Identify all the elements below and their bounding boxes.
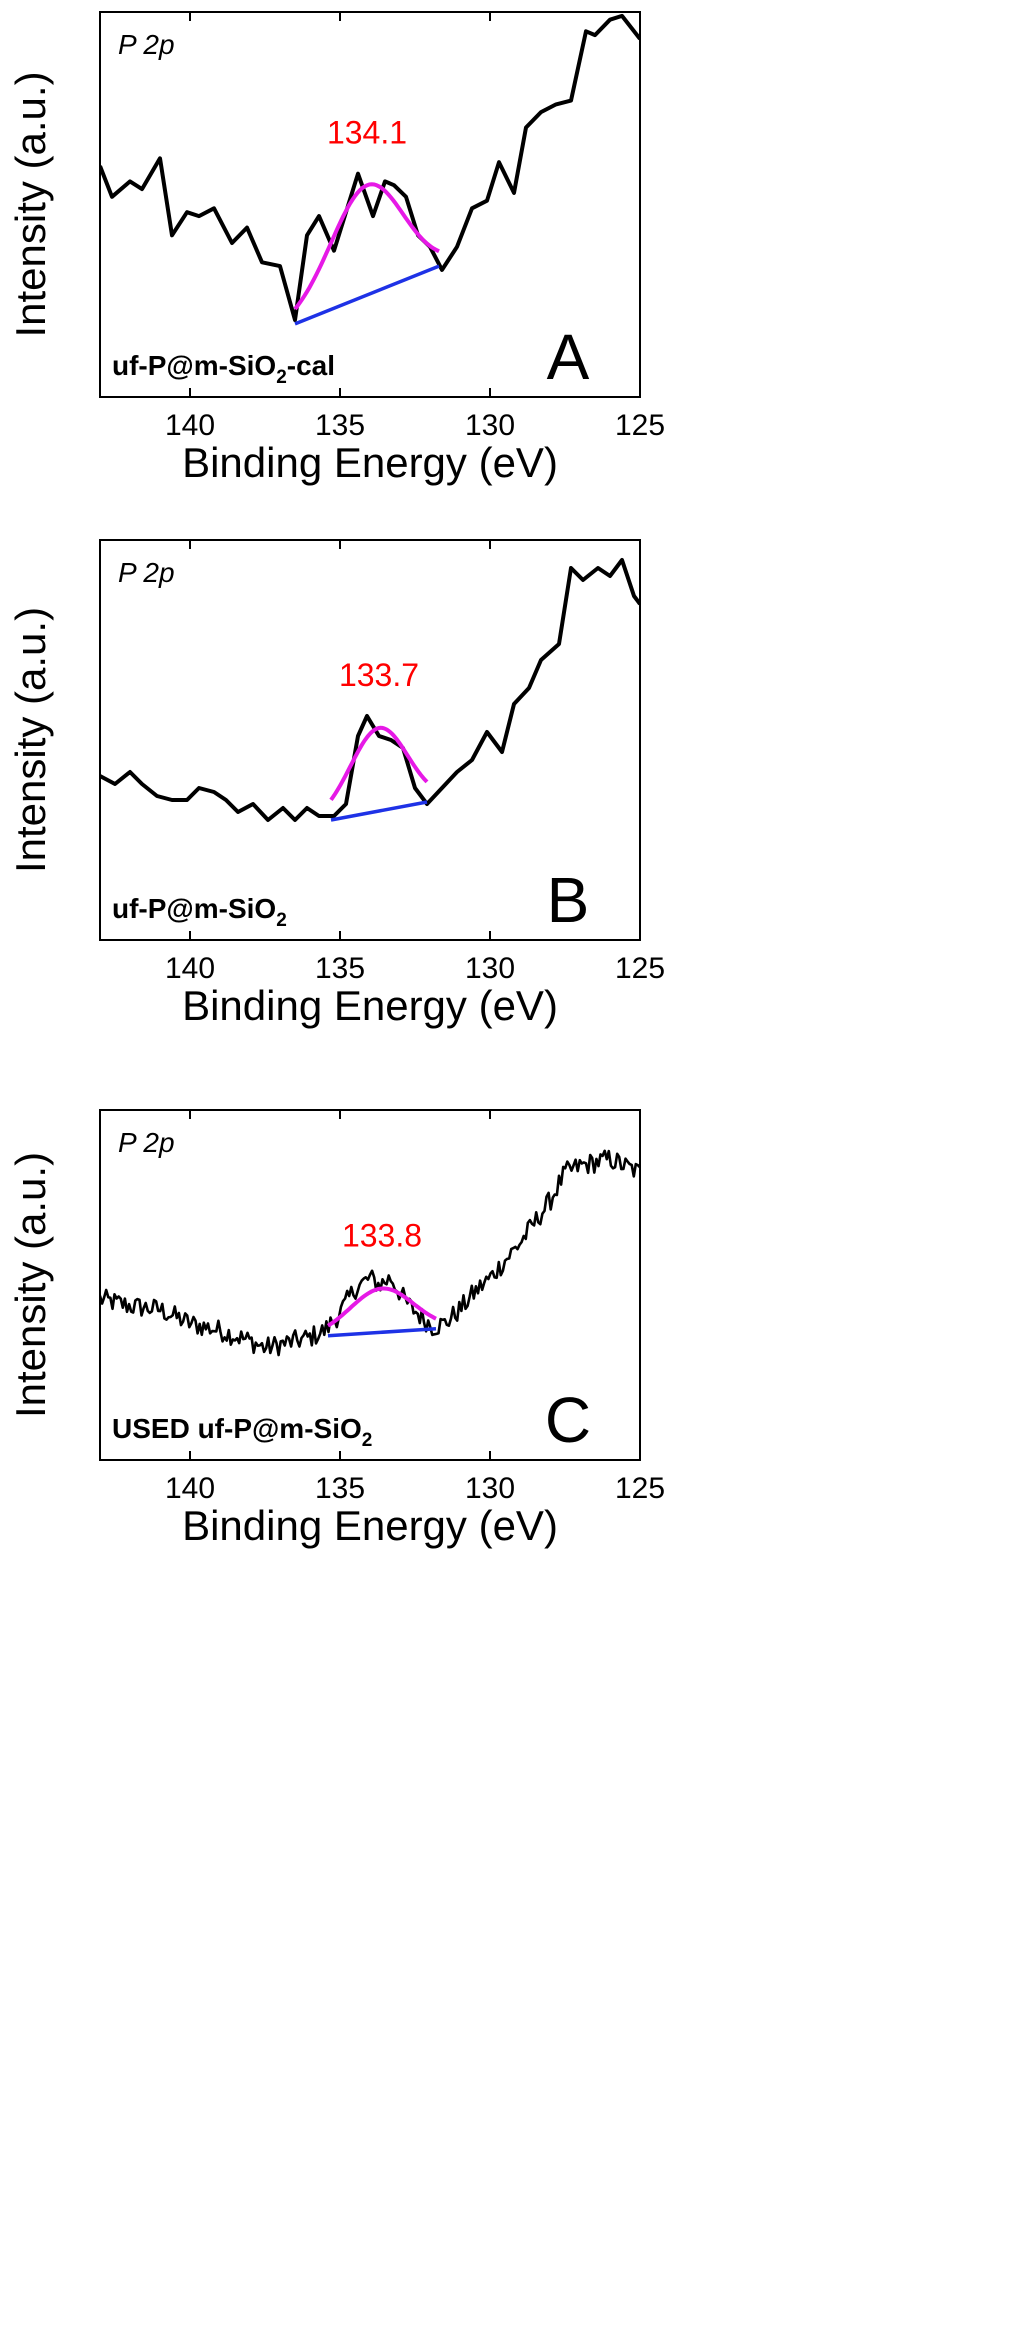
peak-label: 133.8 <box>342 1218 422 1254</box>
x-tick-label: 130 <box>465 1472 515 1505</box>
gaussian-fit <box>293 182 440 311</box>
gaussian-fit <box>329 725 429 802</box>
spectrum-line <box>100 1149 640 1357</box>
x-tick-label: 140 <box>165 1472 215 1505</box>
y-axis-label: Intensity (a.u.) <box>7 71 54 337</box>
panel-letter: A <box>547 321 590 393</box>
x-tick-label: 135 <box>315 1472 365 1505</box>
spectrum-line <box>100 13 640 322</box>
x-tick-label: 135 <box>315 952 365 985</box>
panel-a: 140 135 130 125 Binding Energy (eV) Intensity… <box>7 11 665 486</box>
plot-frame <box>99 1109 641 1461</box>
plot-frame <box>99 539 641 941</box>
x-tick-label: 130 <box>465 409 515 442</box>
x-tick-label: 135 <box>315 409 365 442</box>
panel-letter: C <box>545 1384 591 1456</box>
x-axis-label: Binding Energy (eV) <box>182 1502 558 1549</box>
baseline-line <box>327 1327 437 1338</box>
y-axis-label: Intensity (a.u.) <box>7 607 54 873</box>
plot-frame <box>99 11 641 398</box>
sample-label: uf-P@m-SiO2-cal <box>112 350 335 388</box>
x-tick-label: 130 <box>465 952 515 985</box>
sample-label: USED uf-P@m-SiO2 <box>112 1413 372 1451</box>
x-tick-label: 125 <box>615 1472 665 1505</box>
x-tick-label: 140 <box>165 952 215 985</box>
baseline-line <box>330 800 428 822</box>
peak-label: 133.7 <box>339 657 419 693</box>
panel-b: 140 135 130 125 Binding Energy (eV) Intensity… <box>7 539 665 1029</box>
sample-label: uf-P@m-SiO2 <box>112 893 287 931</box>
peak-label: 134.1 <box>327 114 407 150</box>
gaussian-fit <box>326 1286 437 1328</box>
region-label: P 2p <box>118 557 175 588</box>
panel-c: 140 135 130 125 Binding Energy (eV) Intensity… <box>7 1109 665 1549</box>
x-axis-label: Binding Energy (eV) <box>182 439 558 486</box>
panel-letter: B <box>547 864 590 936</box>
x-tick-label: 125 <box>615 409 665 442</box>
x-axis-label: Binding Energy (eV) <box>182 982 558 1029</box>
baseline-line <box>294 264 440 326</box>
spectrum-line <box>100 558 640 822</box>
region-label: P 2p <box>118 29 175 60</box>
y-axis-label: Intensity (a.u.) <box>7 1152 54 1418</box>
region-label: P 2p <box>118 1127 175 1158</box>
x-tick-label: 125 <box>615 952 665 985</box>
x-tick-label: 140 <box>165 409 215 442</box>
